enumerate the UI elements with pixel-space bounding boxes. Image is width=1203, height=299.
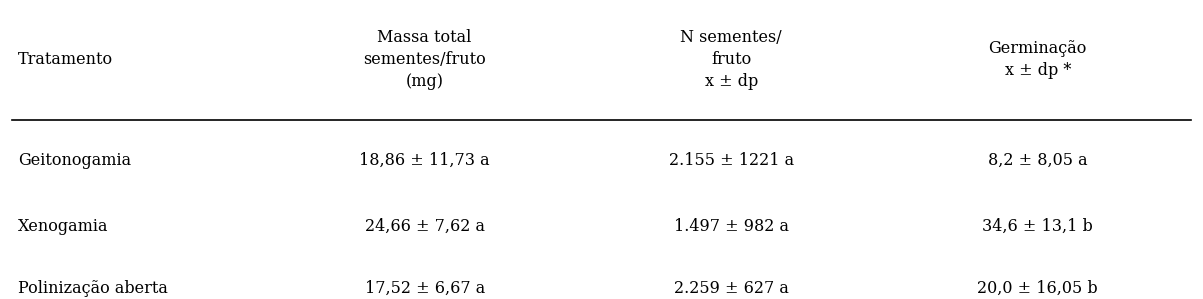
Text: 20,0 ± 16,05 b: 20,0 ± 16,05 b [977,280,1098,297]
Text: 8,2 ± 8,05 a: 8,2 ± 8,05 a [988,152,1088,169]
Text: Massa total
sementes/fruto
(mg): Massa total sementes/fruto (mg) [363,29,486,90]
Text: Polinização aberta: Polinização aberta [18,280,168,297]
Text: 34,6 ± 13,1 b: 34,6 ± 13,1 b [983,218,1094,234]
Text: Xenogamia: Xenogamia [18,218,108,234]
Text: 17,52 ± 6,67 a: 17,52 ± 6,67 a [365,280,485,297]
Text: 1.497 ± 982 a: 1.497 ± 982 a [674,218,789,234]
Text: 18,86 ± 11,73 a: 18,86 ± 11,73 a [360,152,490,169]
Text: Germinação
x ± dp *: Germinação x ± dp * [989,40,1086,79]
Text: 2.155 ± 1221 a: 2.155 ± 1221 a [669,152,794,169]
Text: N sementes/
fruto
x ± dp: N sementes/ fruto x ± dp [681,29,782,90]
Text: Geitonogamia: Geitonogamia [18,152,131,169]
Text: Tratamento: Tratamento [18,51,113,68]
Text: 24,66 ± 7,62 a: 24,66 ± 7,62 a [365,218,485,234]
Text: 2.259 ± 627 a: 2.259 ± 627 a [674,280,789,297]
